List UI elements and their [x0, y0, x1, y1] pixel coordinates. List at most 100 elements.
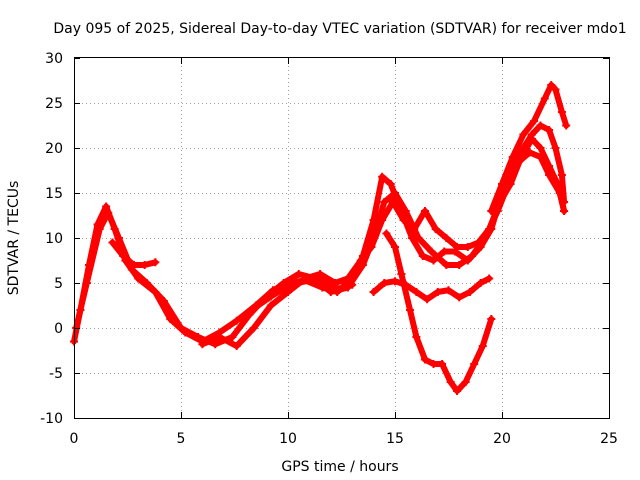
series-6-point [461, 378, 470, 386]
series-2-point [95, 225, 104, 233]
series-7-point [129, 261, 138, 269]
series-7-point [108, 238, 117, 247]
series-6-point [382, 229, 391, 238]
series-2-point [442, 261, 451, 269]
series-3-point [343, 274, 352, 283]
series-1-point [378, 172, 387, 181]
series-5-line [370, 275, 493, 303]
series-3-point [215, 333, 224, 341]
series-2-point [114, 234, 123, 242]
series-3-point [367, 243, 376, 251]
series-2-point [177, 324, 185, 332]
series-1-point [440, 247, 449, 256]
series-3-point [453, 243, 462, 251]
series-4-point [540, 94, 549, 103]
series-3-point [316, 270, 325, 278]
series-8-point [335, 285, 344, 294]
series-5-point [433, 288, 442, 296]
series-5-point [444, 286, 453, 295]
series-5-point [455, 293, 464, 302]
series-3-point [388, 198, 397, 206]
series-4-point [487, 207, 496, 215]
series-3-point [517, 153, 526, 161]
series-6-point [487, 315, 496, 323]
series-2-point [294, 270, 303, 278]
x-tick-label: 0 [70, 431, 79, 447]
series-6-point [420, 355, 429, 364]
series-4-point [508, 153, 517, 161]
series-5-point [369, 288, 378, 296]
x-tick-label: 20 [493, 431, 511, 447]
series-2-point [104, 208, 113, 217]
x-axis-label: GPS time / hours [281, 459, 398, 475]
series-3-point [399, 216, 408, 224]
series-3-point [545, 162, 554, 170]
series-4-point [557, 108, 566, 116]
y-tick-label: 0 [54, 321, 63, 337]
series-7-point [119, 252, 128, 260]
series-2-point [142, 279, 151, 287]
series-3-point [378, 216, 387, 224]
y-tick-label: 25 [45, 96, 63, 112]
y-tick-label: 15 [45, 186, 63, 202]
series-6-point [453, 387, 462, 395]
series-3-point [527, 135, 536, 143]
series-3-point [198, 340, 207, 349]
series-1-point [102, 202, 111, 211]
series-5-point [380, 279, 389, 287]
y-axis-ticks: -10 -5 0 5 10 15 20 25 30 [40, 51, 609, 427]
series-5-point [391, 277, 399, 286]
series-3-point [463, 243, 472, 251]
series-1-point [557, 171, 566, 179]
x-axis-ticks: 0 5 10 15 20 25 [70, 58, 618, 447]
series-8-point [348, 280, 357, 289]
series-8-point [247, 306, 256, 314]
series-7-point [151, 258, 160, 267]
x-tick-label: 15 [386, 431, 404, 447]
series-1-point [429, 256, 438, 265]
series-6-point [470, 360, 479, 368]
series-4-point [519, 130, 528, 139]
series-2-point [401, 207, 410, 215]
y-tick-label: -5 [49, 366, 63, 382]
gridlines [74, 58, 609, 418]
series-2-point [228, 333, 237, 341]
series-6-point [391, 243, 399, 251]
series-2-point [326, 288, 335, 296]
series-3-point [485, 225, 494, 233]
series-8-point [266, 292, 275, 301]
series-5-point [412, 288, 421, 296]
y-tick-label: 20 [45, 141, 63, 157]
series-2-point [427, 247, 436, 256]
x-tick-label: 10 [279, 431, 297, 447]
series-3-point [474, 238, 483, 247]
series-6-point [446, 378, 455, 386]
series-5-point [485, 274, 494, 283]
series-2-point [159, 297, 168, 305]
series-3-point [536, 144, 545, 152]
series-6-point [405, 306, 414, 314]
series-3-point [553, 180, 562, 188]
series-4-point [562, 121, 571, 130]
chart-title: Day 095 of 2025, Sidereal Day-to-day VTE… [53, 21, 626, 37]
y-tick-label: 10 [45, 231, 63, 247]
series-3-point [506, 180, 515, 188]
series-1-point [386, 180, 395, 188]
series-3-point [560, 207, 569, 215]
y-axis-label: SDTVAR / TECUs [6, 181, 22, 296]
series-8-point [286, 280, 295, 289]
series-2-point [414, 234, 423, 242]
series-4-point [530, 117, 539, 125]
series-4-line [488, 82, 570, 214]
series-3-point [266, 301, 275, 310]
series-1-point [551, 144, 560, 152]
series-1-point [545, 126, 554, 134]
series-8-point [305, 276, 314, 285]
series-3-point [431, 225, 440, 233]
series-4-point [498, 180, 506, 188]
series-6-point [478, 342, 487, 350]
series-3-point [442, 234, 451, 242]
series-2-point [194, 333, 203, 341]
series-1-line [71, 122, 568, 345]
